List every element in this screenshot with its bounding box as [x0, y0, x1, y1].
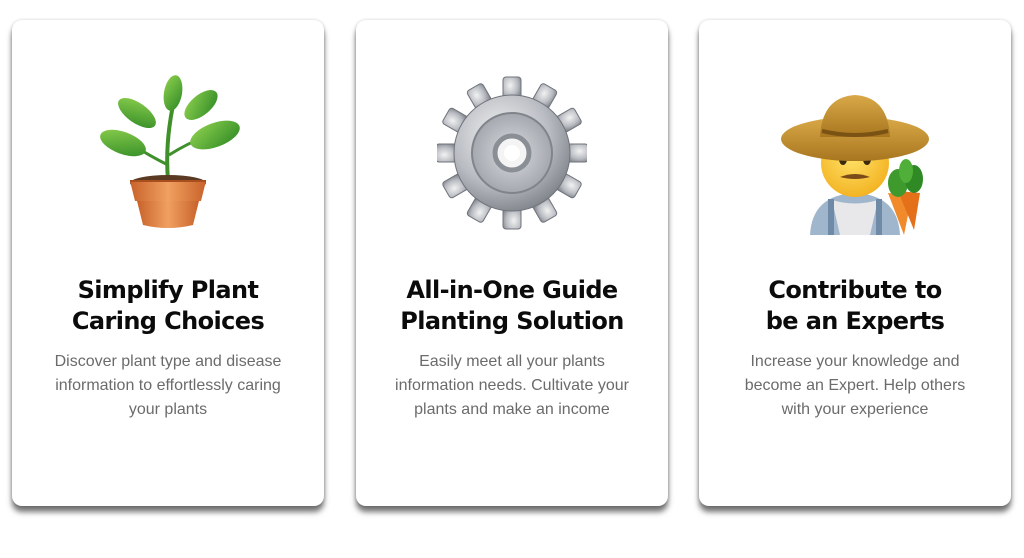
feature-card-expert: Contribute to be an Experts Increase you…	[699, 20, 1011, 506]
card-description: Discover plant type and disease informat…	[36, 350, 300, 422]
feature-card-guide: All-in-One Guide Planting Solution Easil…	[356, 20, 668, 506]
card-description-line: Discover plant type and disease	[54, 353, 282, 370]
card-description-line: information needs. Cultivate your	[395, 377, 629, 394]
gear-icon	[437, 75, 587, 235]
card-title-line: Planting Solution	[400, 307, 624, 335]
feature-card-plant-care: Simplify Plant Caring Choices Discover p…	[12, 20, 324, 506]
card-title-line: All-in-One Guide	[406, 276, 618, 304]
card-title: Simplify Plant Caring Choices	[32, 275, 304, 337]
card-title-line: be an Experts	[765, 307, 945, 335]
farmer-icon	[780, 75, 930, 235]
card-description-line: your plants	[128, 401, 208, 418]
card-description-line: with your experience	[781, 401, 929, 418]
card-description: Increase your knowledge and become an Ex…	[723, 350, 987, 422]
card-description-line: become an Expert. Help others	[744, 377, 966, 394]
card-title: Contribute to be an Experts	[719, 275, 991, 337]
card-title-line: Contribute to	[768, 276, 942, 304]
card-description-line: information to effortlessly caring	[55, 377, 281, 394]
card-description-line: Increase your knowledge and	[750, 353, 960, 370]
card-title: All-in-One Guide Planting Solution	[376, 275, 648, 337]
potted-plant-icon	[93, 75, 243, 235]
card-description-line: plants and make an income	[414, 401, 610, 418]
card-description-line: Easily meet all your plants	[419, 353, 605, 370]
card-title-line: Caring Choices	[71, 307, 265, 335]
card-title-line: Simplify Plant	[77, 276, 259, 304]
card-description: Easily meet all your plants information …	[380, 350, 644, 422]
